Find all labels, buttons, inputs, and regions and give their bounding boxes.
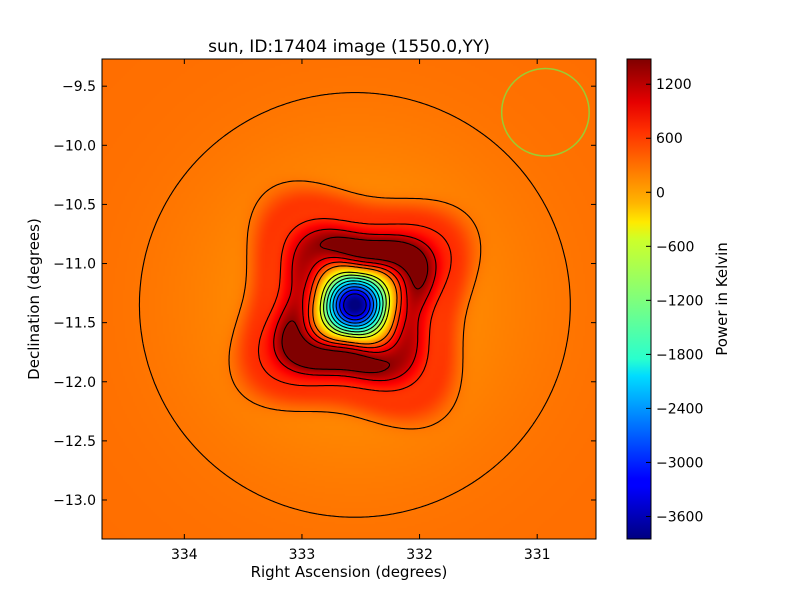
x-tick-label: 332 (406, 547, 433, 563)
contour-lines (138, 92, 571, 518)
plot-area: 334 333 332 331 −9.5 −10.0 −10.5 −11.0 −11.5 −12… (53, 58, 597, 563)
contour-level (138, 92, 571, 518)
contour-level (329, 280, 381, 330)
contour-level (339, 289, 371, 321)
beam-ellipse (500, 67, 590, 157)
contour-level (273, 228, 437, 382)
x-axis-label: Right Ascension (degrees) (251, 563, 448, 581)
colorbar-tick-label: −3600 (656, 509, 703, 525)
x-tick-label: 334 (171, 547, 198, 563)
y-axis-ticks: −9.5 −10.0 −10.5 −11.0 −11.5 −12.0 −12.5 −13.0 (53, 79, 596, 509)
x-axis-ticks: 334 333 332 331 (171, 59, 551, 563)
plot-frame (101, 58, 597, 540)
contour-level (343, 293, 367, 317)
x-tick-label: 331 (524, 547, 551, 563)
contour-level (323, 274, 387, 336)
colorbar-ticks: 1200 600 0 −600 −1200 −1800 −2400 −3000 −3600 (646, 77, 703, 525)
chart-title: sun, ID:17404 image (1550.0,YY) (208, 37, 490, 57)
y-tick-label: −11.0 (53, 257, 96, 273)
colorbar-tick-label: −3000 (656, 455, 703, 471)
y-tick-label: −12.5 (53, 434, 96, 450)
y-tick-label: −9.5 (62, 79, 96, 95)
y-tick-label: −10.5 (53, 197, 96, 213)
colorbar-tick-label: −2400 (656, 401, 703, 417)
colorbar-tick-label: −1200 (656, 293, 703, 309)
contour-level (335, 286, 375, 324)
y-axis-label: Declination (degrees) (25, 218, 43, 380)
y-tick-label: −11.5 (53, 316, 96, 332)
x-tick-label: 333 (289, 547, 316, 563)
colorbar-tick-label: 0 (656, 185, 665, 201)
contour-level (332, 283, 378, 327)
colorbar-label: Power in Kelvin (713, 242, 731, 356)
y-tick-label: −10.0 (53, 138, 96, 154)
colorbar-tick-label: 1200 (656, 77, 692, 93)
y-tick-label: −13.0 (53, 493, 96, 509)
colorbar-tick-label: −1800 (656, 347, 703, 363)
heatmap-image (102, 59, 596, 539)
colorbar: 1200 600 0 −600 −1200 −1800 −2400 −3000 −3600 Po… (626, 58, 731, 540)
contour-level (326, 277, 384, 333)
y-tick-label: −12.0 (53, 375, 96, 391)
contour-level (257, 218, 452, 392)
colorbar-tick-label: 600 (656, 131, 683, 147)
colorbar-tick-label: −600 (656, 239, 694, 255)
colorbar-gradient (626, 58, 652, 540)
contour-level (319, 271, 391, 339)
contour-level (281, 236, 429, 374)
